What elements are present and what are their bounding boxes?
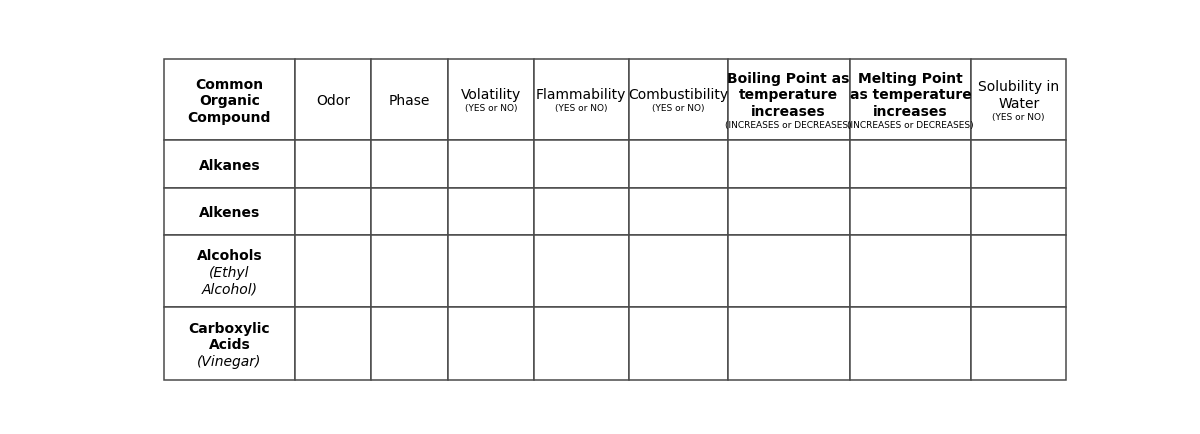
Bar [850,187,971,235]
Bar [971,307,1066,380]
Text: Volatility: Volatility [461,89,521,102]
Bar [727,307,850,380]
Bar [850,235,971,307]
Bar [372,187,448,235]
Bar [534,307,629,380]
Text: (Vinegar): (Vinegar) [197,355,262,369]
Text: Common: Common [196,78,264,92]
Bar [629,235,727,307]
Bar [534,59,629,140]
Bar [727,59,850,140]
Text: (Ethyl: (Ethyl [209,266,250,280]
Text: Alcohols: Alcohols [197,250,262,263]
Bar [727,187,850,235]
Text: (INCREASES or DECREASES): (INCREASES or DECREASES) [725,121,852,130]
Text: Combustibility: Combustibility [628,89,728,102]
Bar [295,187,372,235]
Text: Acids: Acids [209,338,251,352]
Text: Boiling Point as: Boiling Point as [727,72,850,86]
Text: Phase: Phase [389,94,431,108]
Bar [448,235,534,307]
Bar [295,235,372,307]
Bar [727,140,850,187]
Bar [372,235,448,307]
Bar [164,307,295,380]
Text: (INCREASES or DECREASES): (INCREASES or DECREASES) [847,121,973,130]
Text: Alkenes: Alkenes [199,206,260,220]
Text: Melting Point: Melting Point [858,72,962,86]
Text: (YES or NO): (YES or NO) [992,113,1045,122]
Text: as temperature: as temperature [850,89,971,102]
Bar [971,59,1066,140]
Bar [448,307,534,380]
Text: Solubility in: Solubility in [978,80,1060,94]
Bar [850,59,971,140]
Text: temperature: temperature [739,89,839,102]
Bar [164,187,295,235]
Text: Compound: Compound [187,111,271,125]
Text: (YES or NO): (YES or NO) [554,104,607,113]
Bar [727,235,850,307]
Bar [164,235,295,307]
Bar [295,59,372,140]
Bar [629,307,727,380]
Bar [164,140,295,187]
Text: Water: Water [998,97,1039,111]
Text: Organic: Organic [199,94,259,108]
Bar [534,140,629,187]
Text: Flammability: Flammability [536,89,626,102]
Bar [850,140,971,187]
Text: increases: increases [874,105,948,119]
Text: (YES or NO): (YES or NO) [464,104,517,113]
Bar [448,187,534,235]
Bar [534,187,629,235]
Text: Alcohol): Alcohol) [202,283,257,297]
Bar [971,187,1066,235]
Bar [629,187,727,235]
Bar [164,59,295,140]
Text: Odor: Odor [316,94,350,108]
Bar [372,59,448,140]
Bar [295,307,372,380]
Bar [295,140,372,187]
Text: increases: increases [751,105,826,119]
Bar [372,307,448,380]
Bar [850,307,971,380]
Bar [448,140,534,187]
Text: Carboxylic: Carboxylic [188,322,270,335]
Bar [971,140,1066,187]
Bar [629,140,727,187]
Bar [448,59,534,140]
Text: (YES or NO): (YES or NO) [652,104,704,113]
Text: Alkanes: Alkanes [198,159,260,173]
Bar [372,140,448,187]
Bar [534,235,629,307]
Bar [629,59,727,140]
Bar [971,235,1066,307]
